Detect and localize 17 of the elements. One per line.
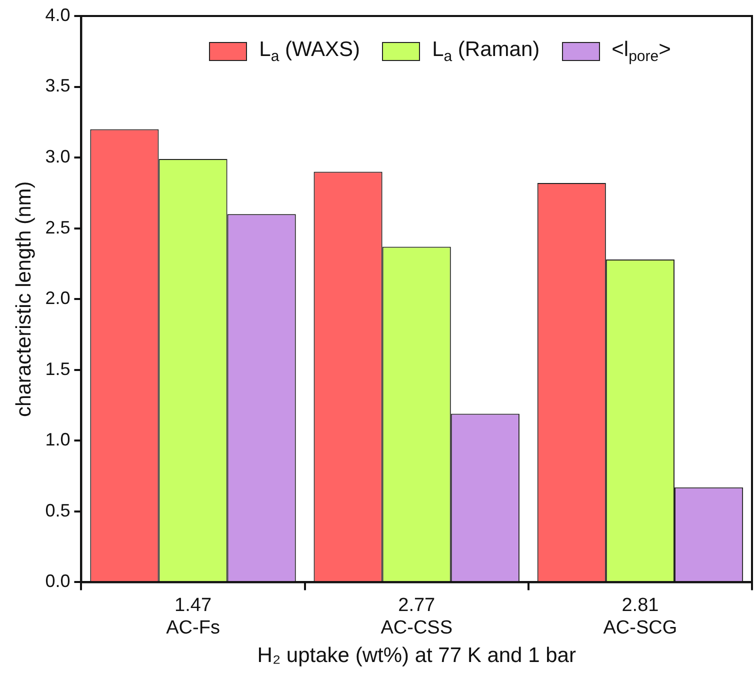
legend-label: <l$_{pore}$> xyxy=(612,38,671,66)
y-axis-title: characteristic length (nm) xyxy=(12,181,36,417)
x-axis-title: H₂ uptake (wt%) at 77 K and 1 bar xyxy=(257,644,576,668)
x-tick-label: 1.47 AC-Fs xyxy=(166,594,220,639)
y-tick-label: 0.0 xyxy=(45,571,70,592)
legend-label: L$_{a}$ (WAXS) xyxy=(259,38,360,66)
y-tick-label: 3.5 xyxy=(45,76,70,96)
x-tick-label: 2.77 AC-CSS xyxy=(380,594,453,639)
y-tick-label: 2.0 xyxy=(45,288,70,308)
y-tick-label: 2.5 xyxy=(45,217,70,238)
x-tick-label: 2.81 AC-SCG xyxy=(603,594,678,639)
legend-label: L$_{a}$ (Raman) xyxy=(432,38,540,66)
y-tick-label: 4.0 xyxy=(45,4,70,25)
y-tick-label: 1.5 xyxy=(45,358,70,379)
y-tick-label: 3.0 xyxy=(45,146,70,167)
y-tick-label: 1.0 xyxy=(45,430,70,450)
y-tick-label: 0.5 xyxy=(45,500,70,520)
